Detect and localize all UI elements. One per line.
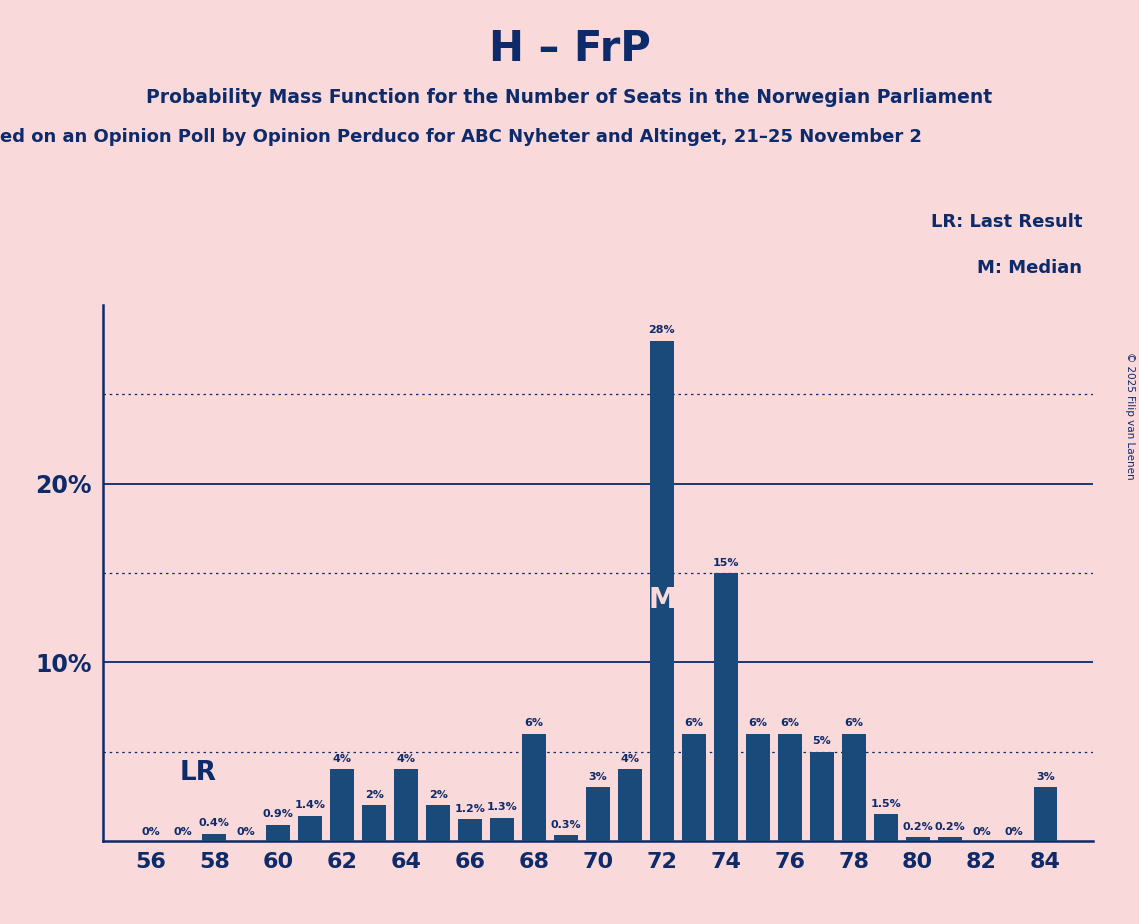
Bar xyxy=(937,837,961,841)
Bar xyxy=(330,770,354,841)
Text: 6%: 6% xyxy=(685,718,704,728)
Text: 1.3%: 1.3% xyxy=(486,802,517,812)
Bar xyxy=(267,825,290,841)
Text: 0%: 0% xyxy=(173,827,191,837)
Text: 4%: 4% xyxy=(621,754,639,764)
Text: Probability Mass Function for the Number of Seats in the Norwegian Parliament: Probability Mass Function for the Number… xyxy=(147,88,992,107)
Bar xyxy=(1033,787,1057,841)
Text: 6%: 6% xyxy=(525,718,543,728)
Text: 6%: 6% xyxy=(844,718,863,728)
Bar xyxy=(810,751,834,841)
Text: 0%: 0% xyxy=(141,827,159,837)
Bar xyxy=(203,833,227,841)
Bar xyxy=(554,835,577,841)
Text: 0.9%: 0.9% xyxy=(263,809,294,820)
Text: 3%: 3% xyxy=(589,772,607,782)
Text: 2%: 2% xyxy=(364,790,384,800)
Text: 0.3%: 0.3% xyxy=(550,821,581,830)
Bar xyxy=(874,814,898,841)
Bar xyxy=(426,805,450,841)
Bar xyxy=(522,734,546,841)
Text: 3%: 3% xyxy=(1036,772,1055,782)
Text: LR: LR xyxy=(180,760,216,786)
Text: 4%: 4% xyxy=(396,754,416,764)
Text: ed on an Opinion Poll by Opinion Perduco for ABC Nyheter and Altinget, 21–25 Nov: ed on an Opinion Poll by Opinion Perduco… xyxy=(0,128,921,145)
Text: 0%: 0% xyxy=(237,827,256,837)
Bar xyxy=(394,770,418,841)
Text: 28%: 28% xyxy=(648,325,675,335)
Text: 1.4%: 1.4% xyxy=(295,800,326,810)
Text: 1.2%: 1.2% xyxy=(454,804,485,814)
Text: 0%: 0% xyxy=(1005,827,1023,837)
Text: 5%: 5% xyxy=(812,736,831,747)
Text: H – FrP: H – FrP xyxy=(489,28,650,69)
Bar xyxy=(458,820,482,841)
Text: 6%: 6% xyxy=(780,718,800,728)
Text: M: Median: M: Median xyxy=(977,259,1082,276)
Text: 0.2%: 0.2% xyxy=(902,822,933,832)
Bar xyxy=(362,805,386,841)
Bar xyxy=(746,734,770,841)
Text: 15%: 15% xyxy=(713,557,739,567)
Bar xyxy=(682,734,706,841)
Text: 0.4%: 0.4% xyxy=(199,819,230,828)
Bar xyxy=(714,573,738,841)
Text: LR: Last Result: LR: Last Result xyxy=(931,213,1082,230)
Text: 1.5%: 1.5% xyxy=(870,798,901,808)
Bar xyxy=(842,734,866,841)
Bar xyxy=(618,770,642,841)
Text: 6%: 6% xyxy=(748,718,768,728)
Bar xyxy=(650,341,674,841)
Text: © 2025 Filip van Laenen: © 2025 Filip van Laenen xyxy=(1125,352,1134,480)
Bar xyxy=(585,787,611,841)
Bar xyxy=(490,818,514,841)
Text: 0.2%: 0.2% xyxy=(934,822,965,832)
Bar xyxy=(298,816,322,841)
Text: 2%: 2% xyxy=(428,790,448,800)
Text: M: M xyxy=(648,586,675,614)
Bar xyxy=(778,734,802,841)
Bar xyxy=(906,837,929,841)
Text: 4%: 4% xyxy=(333,754,352,764)
Text: 0%: 0% xyxy=(973,827,991,837)
